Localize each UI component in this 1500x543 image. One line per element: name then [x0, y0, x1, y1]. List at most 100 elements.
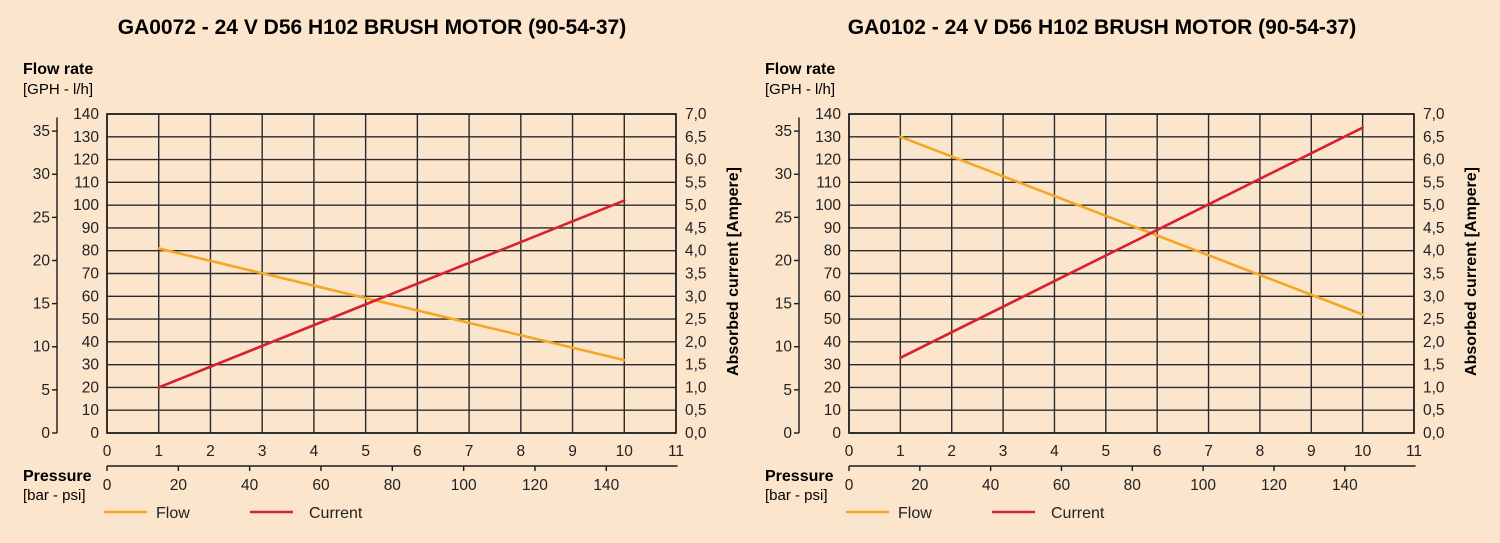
y2-axis-title: Absorbed current [Ampere]: [1463, 167, 1480, 376]
x-tick-label-psi: 40: [982, 477, 1000, 494]
x-tick-label-bar: 8: [1256, 443, 1265, 460]
x-tick-label-psi: 40: [241, 477, 259, 494]
y2-tick-label-ampere: 1,5: [1423, 357, 1445, 374]
x-tick-label-psi: 80: [384, 477, 402, 494]
y-axis-units: [GPH - l/h]: [23, 81, 93, 98]
x-tick-label-bar: 5: [1102, 443, 1111, 460]
x-tick-label-psi: 20: [911, 477, 929, 494]
x-tick-label-bar: 4: [310, 443, 319, 460]
y-tick-label-lh: 140: [815, 106, 841, 123]
y2-tick-label-ampere: 7,0: [685, 106, 707, 123]
x-tick-label-psi: 120: [522, 477, 548, 494]
y-tick-label-gph: 25: [33, 209, 50, 226]
x-tick-label-bar: 10: [616, 443, 634, 460]
y-tick-label-gph: 0: [41, 425, 50, 442]
y-tick-label-lh: 130: [815, 129, 841, 146]
y2-tick-label-ampere: 4,5: [1423, 220, 1445, 237]
y2-tick-label-ampere: 4,0: [1423, 243, 1445, 260]
y-tick-label-gph: 5: [783, 382, 792, 399]
y-tick-label-lh: 120: [815, 152, 841, 169]
y-tick-label-lh: 40: [824, 334, 842, 351]
y-tick-label-lh: 50: [824, 311, 842, 328]
y-tick-label-gph: 15: [33, 296, 50, 313]
y-tick-label-gph: 20: [775, 252, 793, 269]
y-tick-label-gph: 10: [775, 339, 793, 356]
x-tick-label-psi: 120: [1261, 477, 1287, 494]
y2-tick-label-ampere: 4,5: [685, 220, 707, 237]
y2-tick-label-ampere: 0,0: [1423, 425, 1445, 442]
chart-title: GA0072 - 24 V D56 H102 BRUSH MOTOR (90-5…: [118, 16, 626, 39]
x-tick-label-psi: 140: [593, 477, 619, 494]
y-tick-label-lh: 40: [82, 334, 100, 351]
y-tick-label-gph: 25: [775, 209, 792, 226]
y-tick-label-lh: 140: [73, 106, 99, 123]
y2-tick-label-ampere: 6,5: [685, 129, 707, 146]
y2-tick-label-ampere: 7,0: [1423, 106, 1445, 123]
y-tick-label-lh: 80: [82, 243, 100, 260]
x-tick-label-psi: 20: [170, 477, 188, 494]
y2-tick-label-ampere: 0,5: [1423, 402, 1445, 419]
y-tick-label-lh: 10: [824, 402, 842, 419]
y-tick-label-lh: 10: [82, 402, 100, 419]
y-axis-title: Flow rate: [23, 61, 93, 78]
y2-tick-label-ampere: 2,0: [1423, 334, 1445, 351]
y-tick-label-gph: 15: [775, 296, 792, 313]
y2-tick-label-ampere: 3,0: [1423, 288, 1445, 305]
x-tick-label-psi: 0: [845, 477, 854, 494]
y2-tick-label-ampere: 1,0: [1423, 379, 1445, 396]
grid: [106, 113, 677, 434]
y-tick-label-gph: 5: [41, 382, 50, 399]
y-tick-label-lh: 0: [90, 425, 99, 442]
x-tick-label-bar: 9: [1307, 443, 1316, 460]
x-tick-label-bar: 9: [568, 443, 577, 460]
y2-tick-label-ampere: 5,5: [1423, 174, 1445, 191]
plot-frame: [106, 113, 677, 434]
series-line-current: [157, 199, 626, 389]
y2-tick-label-ampere: 4,0: [685, 243, 707, 260]
y-tick-label-gph: 10: [33, 339, 51, 356]
y-tick-label-gph: 35: [775, 123, 792, 140]
y-tick-label-lh: 50: [82, 311, 100, 328]
x-tick-label-bar: 11: [668, 443, 684, 460]
x-axis-units: [bar - psi]: [23, 487, 86, 504]
chart-title: GA0102 - 24 V D56 H102 BRUSH MOTOR (90-5…: [848, 16, 1356, 39]
y-tick-label-lh: 70: [824, 266, 842, 283]
x-tick-label-bar: 2: [206, 443, 215, 460]
series-line-flow: [899, 135, 1364, 316]
x-tick-label-psi: 60: [1053, 477, 1071, 494]
y-tick-label-lh: 70: [82, 266, 100, 283]
x-tick-label-bar: 1: [896, 443, 905, 460]
legend-label-current: Current: [1051, 505, 1105, 522]
y2-tick-label-ampere: 6,0: [685, 152, 707, 169]
x-axis-title: Pressure: [765, 468, 834, 485]
x-tick-label-bar: 8: [517, 443, 526, 460]
y-tick-label-gph: 35: [33, 123, 50, 140]
y-tick-label-gph: 30: [33, 166, 51, 183]
series-line-flow: [157, 247, 626, 362]
x-tick-label-bar: 2: [947, 443, 956, 460]
x-axis-units: [bar - psi]: [765, 487, 828, 504]
y-tick-label-gph: 30: [775, 166, 793, 183]
y2-tick-label-ampere: 5,5: [685, 174, 707, 191]
legend: Flow Current: [104, 505, 363, 522]
y2-tick-label-ampere: 2,0: [685, 334, 707, 351]
y2-tick-label-ampere: 5,0: [1423, 197, 1445, 214]
x-tick-label-bar: 4: [1050, 443, 1059, 460]
y2-tick-label-ampere: 5,0: [685, 197, 707, 214]
x-tick-label-bar: 7: [465, 443, 474, 460]
y2-tick-label-ampere: 2,5: [685, 311, 707, 328]
x-tick-label-psi: 0: [103, 477, 112, 494]
y2-tick-label-ampere: 0,5: [685, 402, 707, 419]
y-tick-label-lh: 110: [74, 174, 99, 191]
x-tick-label-psi: 60: [312, 477, 330, 494]
y-tick-label-lh: 20: [824, 379, 842, 396]
y-tick-label-lh: 100: [815, 197, 841, 214]
y-tick-label-lh: 100: [73, 197, 99, 214]
x-tick-label-bar: 11: [1406, 443, 1422, 460]
legend: Flow Current: [846, 505, 1105, 522]
x-tick-label-bar: 1: [154, 443, 163, 460]
y-tick-label-lh: 60: [824, 288, 842, 305]
y-tick-label-lh: 130: [73, 129, 99, 146]
grid: [848, 113, 1415, 434]
x-tick-label-bar: 6: [413, 443, 422, 460]
